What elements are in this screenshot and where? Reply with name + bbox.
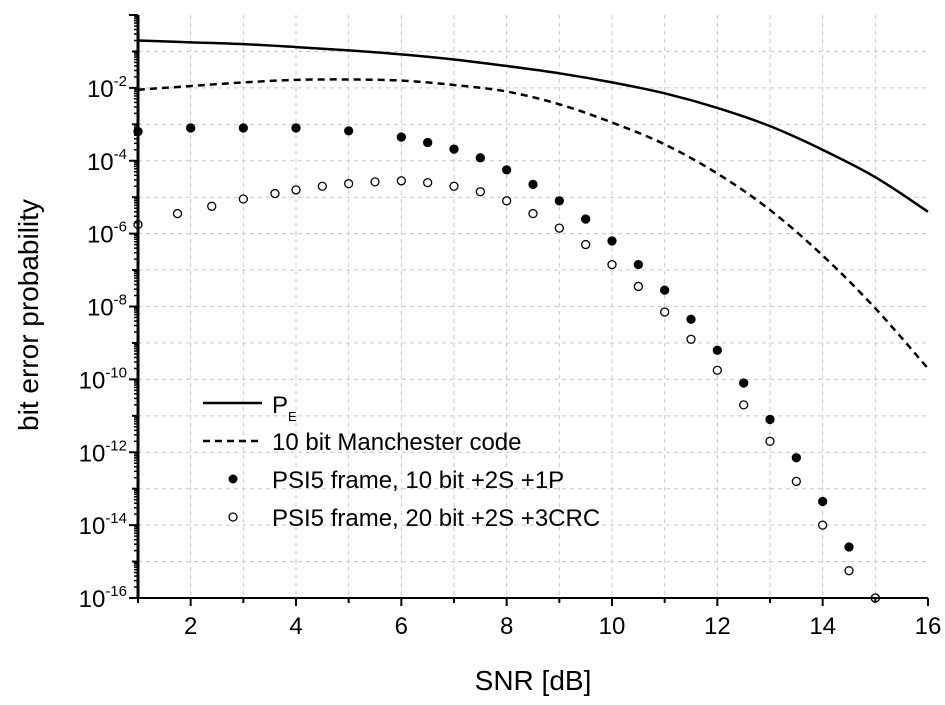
series-4-point — [370, 177, 380, 187]
x-tick-label: 16 — [915, 613, 942, 640]
series-3-point — [528, 179, 538, 190]
series-3-point — [607, 236, 617, 246]
legend-label-psi5-10bit: PSI5 frame, 10 bit +2S +1P — [272, 467, 564, 494]
series-3-point — [765, 414, 775, 425]
series-3-point — [633, 259, 643, 270]
x-tick-label: 4 — [289, 613, 302, 640]
legend-label-psi5-20bit: PSI5 frame, 20 bit +2S +3CRC — [272, 505, 600, 532]
series-3-point — [660, 285, 670, 295]
y-tick-label: 10-6 — [87, 219, 127, 249]
legend-label-manchester: 10 bit Manchester code — [272, 429, 521, 456]
series-3-point — [502, 165, 512, 175]
axes: 2 4 6 8 10 12 14 16 10-2 10-4 10-6 10-8 10-10 10-12 10… — [79, 14, 942, 640]
series-4-point — [739, 400, 749, 410]
series-4-point — [502, 196, 512, 206]
x-tick-label: 14 — [809, 613, 836, 640]
y-tick-label: 10-14 — [79, 510, 127, 540]
series-4-point — [449, 181, 459, 191]
x-tick-label: 6 — [395, 613, 408, 640]
legend: PE 10 bit Manchester code PSI5 frame, 10… — [203, 392, 600, 532]
series-4-point — [818, 520, 828, 530]
series-3-point — [396, 132, 406, 142]
y-axis-title: bit error probability — [13, 199, 44, 431]
series-4-point — [607, 259, 617, 270]
series-4-point — [344, 179, 354, 189]
y-tick-label: 10-2 — [87, 73, 127, 103]
x-tick-label: 10 — [599, 613, 626, 640]
y-tick-label: 10-8 — [87, 292, 127, 322]
grid — [138, 15, 928, 598]
series-3-point — [186, 123, 196, 133]
series-4-point — [660, 307, 670, 317]
series-4-point — [581, 239, 591, 250]
series-3-point — [449, 144, 459, 154]
series-4-point — [528, 208, 538, 219]
series-3-point — [581, 214, 591, 224]
series-4-point — [633, 281, 643, 292]
series-3-point — [791, 453, 801, 463]
series-4-point — [238, 194, 248, 204]
series-3-point — [739, 378, 749, 388]
series-4-point — [423, 177, 433, 188]
y-tick-label: 10-4 — [87, 146, 127, 176]
series-4-point — [712, 365, 722, 375]
series-4-point — [554, 223, 564, 233]
series-3-point — [291, 123, 301, 133]
series-1-line — [137, 39, 929, 213]
series-3-point — [423, 137, 433, 148]
series-3-point — [344, 126, 354, 136]
legend-swatch-psi5-10bit — [228, 474, 238, 484]
series-4-point — [686, 334, 696, 344]
series-4-point — [791, 476, 801, 487]
x-tick-label: 12 — [704, 613, 731, 640]
series-4-point — [317, 181, 327, 191]
series-4-point — [475, 187, 485, 197]
legend-label-pe: PE — [272, 392, 297, 424]
plot-area — [133, 39, 929, 603]
series-3-point — [686, 314, 696, 324]
series-3-point — [844, 542, 854, 552]
series-3-point — [712, 345, 722, 355]
x-tick-label: 8 — [500, 613, 513, 640]
y-tick-label: 10-16 — [79, 583, 127, 613]
series-4-point — [172, 208, 183, 219]
y-tick-label: 10-12 — [79, 437, 127, 467]
series-3-point — [554, 196, 564, 206]
series-3-point — [475, 153, 485, 163]
y-tick-label: 10-10 — [79, 364, 127, 394]
series-4-point — [765, 436, 775, 446]
series-4-point — [844, 566, 854, 576]
series-3-point — [238, 123, 248, 133]
series-4-point — [291, 185, 301, 195]
series-4-point — [396, 176, 406, 186]
series-4-point — [207, 201, 217, 211]
series-3-point — [818, 496, 828, 507]
x-tick-label: 2 — [184, 613, 197, 640]
legend-swatch-psi5-20bit — [228, 512, 238, 522]
x-axis-title: SNR [dB] — [475, 665, 592, 696]
series-2-line — [137, 78, 929, 370]
series-4-point — [270, 188, 280, 199]
